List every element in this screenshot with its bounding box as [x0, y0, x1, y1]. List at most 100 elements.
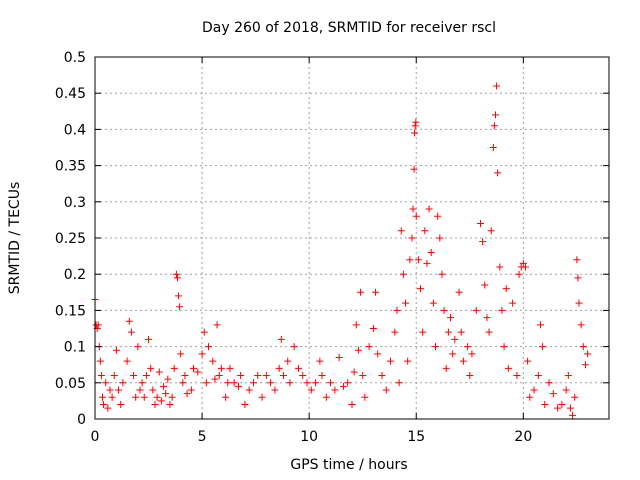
data-point — [575, 299, 583, 307]
data-point — [211, 375, 219, 383]
data-point — [339, 382, 347, 390]
data-point — [125, 317, 133, 325]
data-point — [442, 364, 450, 372]
data-point — [369, 325, 377, 332]
data-point — [372, 288, 380, 296]
data-point — [286, 379, 294, 387]
data-point — [483, 314, 491, 322]
data-point — [444, 328, 452, 336]
data-point — [357, 288, 365, 296]
data-point — [534, 372, 542, 380]
data-point — [429, 299, 437, 307]
data-point — [271, 386, 279, 394]
data-point — [536, 321, 544, 329]
data-point — [513, 372, 521, 380]
data-point — [145, 335, 153, 343]
data-point — [451, 335, 459, 343]
x-tick-label: 0 — [91, 429, 100, 445]
data-point — [521, 263, 529, 271]
y-tick-label: 0 — [77, 412, 86, 428]
data-point — [421, 227, 429, 235]
data-point — [303, 379, 311, 387]
data-point — [579, 343, 587, 351]
data-point — [100, 401, 108, 409]
x-tick-label: 20 — [514, 429, 532, 445]
data-point — [447, 314, 455, 322]
data-point — [277, 335, 285, 343]
data-point — [230, 379, 238, 387]
data-point — [393, 306, 401, 314]
data-point — [432, 343, 440, 351]
data-point — [404, 357, 412, 365]
data-point — [500, 343, 508, 351]
data-point — [571, 393, 579, 401]
data-point — [104, 404, 112, 412]
data-point — [254, 372, 262, 380]
data-point — [327, 379, 335, 387]
data-point — [258, 393, 266, 401]
data-point — [160, 382, 168, 390]
data-point — [249, 379, 257, 387]
data-point — [290, 343, 298, 351]
data-point — [489, 144, 497, 151]
x-tick-label: 15 — [407, 429, 425, 445]
data-point — [438, 270, 446, 278]
data-point — [123, 357, 131, 365]
data-point — [581, 361, 589, 369]
data-point — [468, 350, 476, 358]
data-points — [91, 82, 592, 419]
data-point — [577, 321, 585, 329]
data-point — [498, 306, 506, 314]
data-point — [179, 379, 187, 387]
data-point — [359, 372, 367, 380]
data-point — [411, 122, 419, 130]
data-point — [318, 372, 326, 380]
data-point — [224, 379, 232, 387]
data-point — [554, 404, 562, 412]
x-axis-title: GPS time / hours — [290, 457, 407, 473]
data-point — [365, 343, 373, 351]
data-point — [241, 401, 249, 409]
data-point — [112, 346, 120, 354]
y-axis-title: SRMTID / TECUs — [7, 182, 23, 295]
grid-lines — [95, 57, 609, 419]
data-point — [102, 379, 110, 387]
data-point — [134, 343, 142, 351]
data-point — [509, 299, 517, 307]
data-point — [234, 382, 242, 390]
data-point — [190, 364, 198, 372]
data-point — [200, 328, 208, 336]
data-point — [409, 205, 417, 213]
data-point — [237, 372, 245, 380]
data-point — [177, 350, 185, 358]
data-point — [222, 393, 230, 401]
data-point — [307, 386, 315, 394]
data-point — [262, 372, 270, 380]
data-point — [414, 256, 422, 264]
y-tick-label: 0.05 — [55, 376, 86, 392]
data-point — [198, 350, 206, 358]
chart-title: Day 260 of 2018, SRMTID for receiver rsc… — [202, 20, 496, 36]
data-point — [440, 306, 448, 314]
data-point — [391, 328, 399, 336]
data-point — [427, 248, 435, 256]
data-point — [412, 212, 420, 220]
data-point — [412, 118, 420, 126]
data-point — [115, 386, 123, 394]
data-point — [564, 372, 572, 380]
data-point — [127, 328, 135, 336]
data-point — [477, 220, 484, 228]
data-point — [481, 281, 489, 289]
data-point — [194, 368, 202, 376]
data-point — [350, 368, 358, 376]
x-tick-label: 5 — [198, 429, 207, 445]
data-point — [472, 306, 480, 314]
data-point — [455, 288, 463, 296]
data-point — [545, 379, 553, 387]
y-tick-label: 0.5 — [64, 50, 86, 66]
data-point — [331, 386, 339, 394]
data-point — [569, 411, 577, 419]
data-point — [142, 372, 150, 380]
data-point — [202, 379, 210, 387]
data-point — [157, 397, 165, 405]
